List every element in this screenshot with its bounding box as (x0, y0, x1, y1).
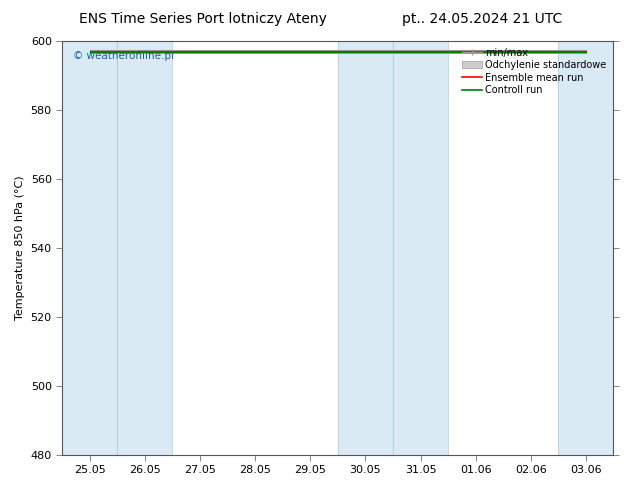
Bar (559, 41, 614, 455)
Bar (117, 41, 172, 455)
Bar (62, 41, 117, 455)
Legend: min/max, Odchylenie standardowe, Ensemble mean run, Controll run: min/max, Odchylenie standardowe, Ensembl… (460, 46, 609, 97)
Y-axis label: Temperature 850 hPa (°C): Temperature 850 hPa (°C) (15, 175, 25, 320)
Bar (338, 41, 393, 455)
Bar (393, 41, 448, 455)
Text: © weatheronline.pl: © weatheronline.pl (74, 51, 174, 61)
Text: pt.. 24.05.2024 21 UTC: pt.. 24.05.2024 21 UTC (402, 12, 562, 26)
Text: ENS Time Series Port lotniczy Ateny: ENS Time Series Port lotniczy Ateny (79, 12, 327, 26)
